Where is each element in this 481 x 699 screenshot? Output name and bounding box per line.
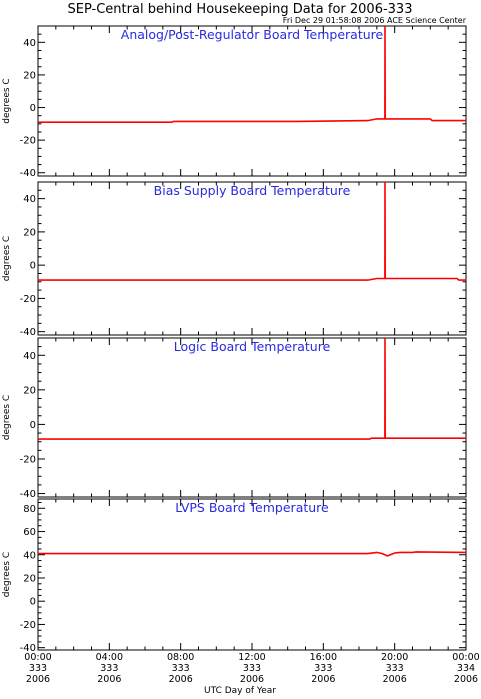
plot-frame xyxy=(37,25,467,177)
plot-frame xyxy=(37,181,467,336)
plot-frame xyxy=(37,498,467,651)
x-axis-labels: 00:00333200604:00333200608:00333200612:0… xyxy=(24,652,479,685)
x-tick-label: 333 xyxy=(386,663,404,674)
y-tick-label: 20 xyxy=(23,227,36,238)
x-tick-label: 333 xyxy=(172,663,190,674)
panels-group: -40 -20 0 20 40 degrees C Analog/Post-Regulato… xyxy=(2,25,467,654)
x-tick-label: 2006 xyxy=(97,674,121,685)
y-axis-label: degrees C xyxy=(2,78,12,123)
x-tick-label: 20:00 xyxy=(381,652,408,663)
y-tick-label: -20 xyxy=(20,620,36,631)
y-tick-label: 0 xyxy=(30,103,36,114)
y-tick-label: 40 xyxy=(23,550,36,561)
x-tick-label: 334 xyxy=(457,663,475,674)
series-line xyxy=(38,25,466,123)
x-tick-label: 16:00 xyxy=(310,652,337,663)
y-axis-label: degrees C xyxy=(2,552,12,597)
panel-2: -40 -20 0 20 40 degrees C Bias Supply Board Te… xyxy=(2,181,467,338)
x-tick-label: 08:00 xyxy=(167,652,194,663)
y-tick-label: 20 xyxy=(23,385,36,396)
y-tick-label: 40 xyxy=(23,351,36,362)
series-line xyxy=(38,337,466,440)
x-tick-label: 333 xyxy=(29,663,47,674)
panel-3: -40 -20 0 20 40 degrees C Logic Board Temperat… xyxy=(2,337,467,500)
panel-1: -40 -20 0 20 40 degrees C Analog/Post-Regulato… xyxy=(2,25,467,179)
y-tick-label: 80 xyxy=(23,504,36,515)
x-tick-label: 00:00 xyxy=(24,652,51,663)
y-axis-label: degrees C xyxy=(2,395,12,440)
y-tick-label: 20 xyxy=(23,70,36,81)
x-axis-label: UTC Day of Year xyxy=(204,686,276,696)
y-tick-label: 20 xyxy=(23,573,36,584)
y-tick-label: 0 xyxy=(30,597,36,608)
y-tick-label: -40 xyxy=(20,489,36,500)
plot-frame xyxy=(37,337,467,498)
x-tick-label: 2006 xyxy=(26,674,50,685)
panel-4: -40 -20 0 20 40 60 80 degrees C LVPS Board Tempe… xyxy=(2,498,467,654)
y-tick-label: -40 xyxy=(20,168,36,179)
figure-title: SEP-Central behind Housekeeping Data for… xyxy=(68,2,413,17)
y-axis-label: degrees C xyxy=(2,236,12,281)
y-tick-label: -20 xyxy=(20,294,36,305)
x-tick-label: 2006 xyxy=(311,674,335,685)
y-tick-label: 40 xyxy=(23,38,36,49)
panel-title: Bias Supply Board Temperature xyxy=(154,183,351,198)
panel-title: LVPS Board Temperature xyxy=(175,500,329,515)
x-tick-label: 2006 xyxy=(240,674,264,685)
x-tick-label: 333 xyxy=(100,663,118,674)
figure-subtitle: Fri Dec 29 01:58:08 2006 ACE Science Cen… xyxy=(283,16,467,25)
x-tick-label: 333 xyxy=(314,663,332,674)
y-tick-label: -20 xyxy=(20,454,36,465)
x-tick-label: 333 xyxy=(243,663,261,674)
y-tick-label: 0 xyxy=(30,261,36,272)
panel-title: Logic Board Temperature xyxy=(174,339,331,354)
y-tick-label: -40 xyxy=(20,327,36,338)
y-tick-label: -40 xyxy=(20,643,36,654)
panel-title: Analog/Post-Regulator Board Temperature xyxy=(121,27,384,42)
x-tick-label: 2006 xyxy=(454,674,478,685)
y-tick-label: 40 xyxy=(23,194,36,205)
x-tick-label: 2006 xyxy=(383,674,407,685)
y-tick-label: 0 xyxy=(30,420,36,431)
series-line xyxy=(38,551,467,557)
y-tick-label: -20 xyxy=(20,136,36,147)
series-line xyxy=(38,181,466,281)
x-tick-label: 12:00 xyxy=(238,652,265,663)
x-tick-label: 00:00 xyxy=(452,652,479,663)
x-tick-label: 2006 xyxy=(169,674,193,685)
x-tick-label: 04:00 xyxy=(96,652,123,663)
y-tick-label: 60 xyxy=(23,527,36,538)
